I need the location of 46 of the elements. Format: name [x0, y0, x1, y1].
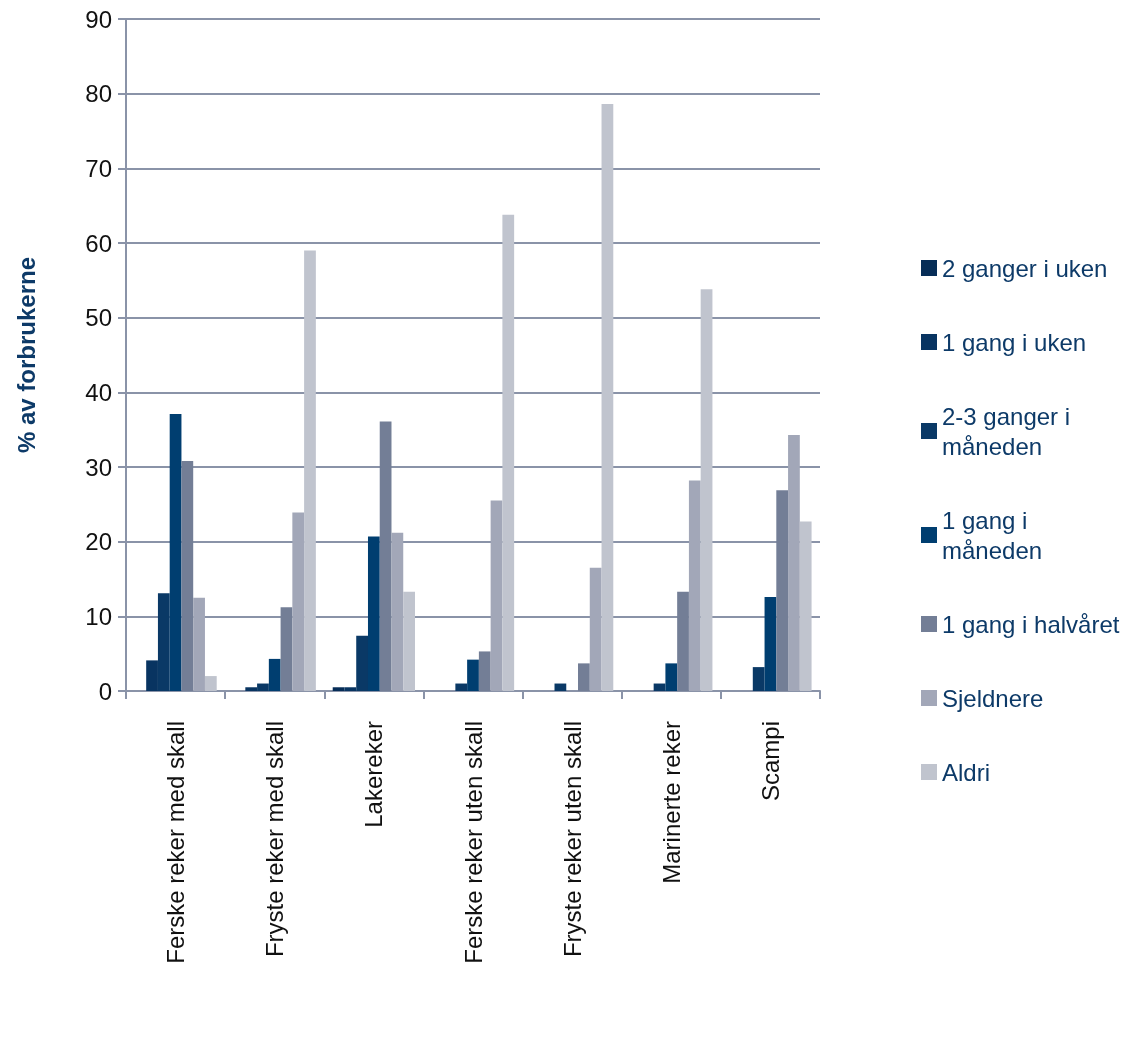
bar [391, 532, 404, 691]
x-tick-label: Fryste reker med skall [261, 721, 289, 958]
bar [589, 567, 602, 691]
bar [478, 651, 491, 691]
bar [304, 250, 316, 691]
x-tick-label: Scampi [756, 721, 784, 802]
bar [677, 591, 689, 691]
y-tick-label: 60 [85, 229, 112, 257]
y-tick-label: 90 [85, 5, 112, 33]
y-tick-label: 80 [85, 80, 112, 108]
legend-label: 2-3 ganger i måneden [942, 402, 1077, 460]
x-tick-label: Ferske reker uten skall [459, 721, 487, 964]
x-tick-label: Fryste reker uten skall [558, 721, 586, 958]
x-tick-label: Marinerte reker [657, 721, 685, 884]
y-tick-label: 30 [85, 453, 112, 481]
legend-label: 1 gang i måneden [942, 506, 1043, 564]
legend-label: Aldri [942, 758, 991, 786]
bar [193, 597, 205, 691]
y-tick-label: 70 [85, 154, 112, 182]
bar [181, 461, 194, 691]
bar [776, 490, 789, 691]
x-tick-label: Ferske reker med skall [162, 721, 190, 964]
y-tick-label: 20 [85, 528, 112, 556]
bar [292, 512, 305, 691]
bar [502, 214, 515, 691]
bar [700, 289, 713, 691]
legend-label: Sjeldnere [942, 684, 1044, 712]
y-tick-label: 0 [98, 677, 112, 705]
bar [601, 104, 614, 691]
y-tick-label: 40 [85, 378, 112, 406]
bar [490, 500, 503, 691]
legend-label: 2 ganger i uken [942, 254, 1108, 282]
bar [788, 434, 800, 691]
y-axis-title: % av forbrukerne [12, 256, 40, 454]
bar [688, 480, 701, 691]
x-tick-label: Lakereker [360, 721, 388, 828]
y-tick-label: 50 [85, 304, 112, 332]
bar [799, 521, 812, 691]
bar [578, 663, 590, 691]
bar [204, 676, 217, 691]
legend-label: 1 gang i uken [942, 328, 1087, 356]
bar [280, 607, 293, 691]
bar [379, 421, 392, 691]
y-tick-label: 10 [85, 602, 112, 630]
legend-label: 1 gang i halvåret [942, 610, 1120, 638]
bar [403, 591, 415, 691]
